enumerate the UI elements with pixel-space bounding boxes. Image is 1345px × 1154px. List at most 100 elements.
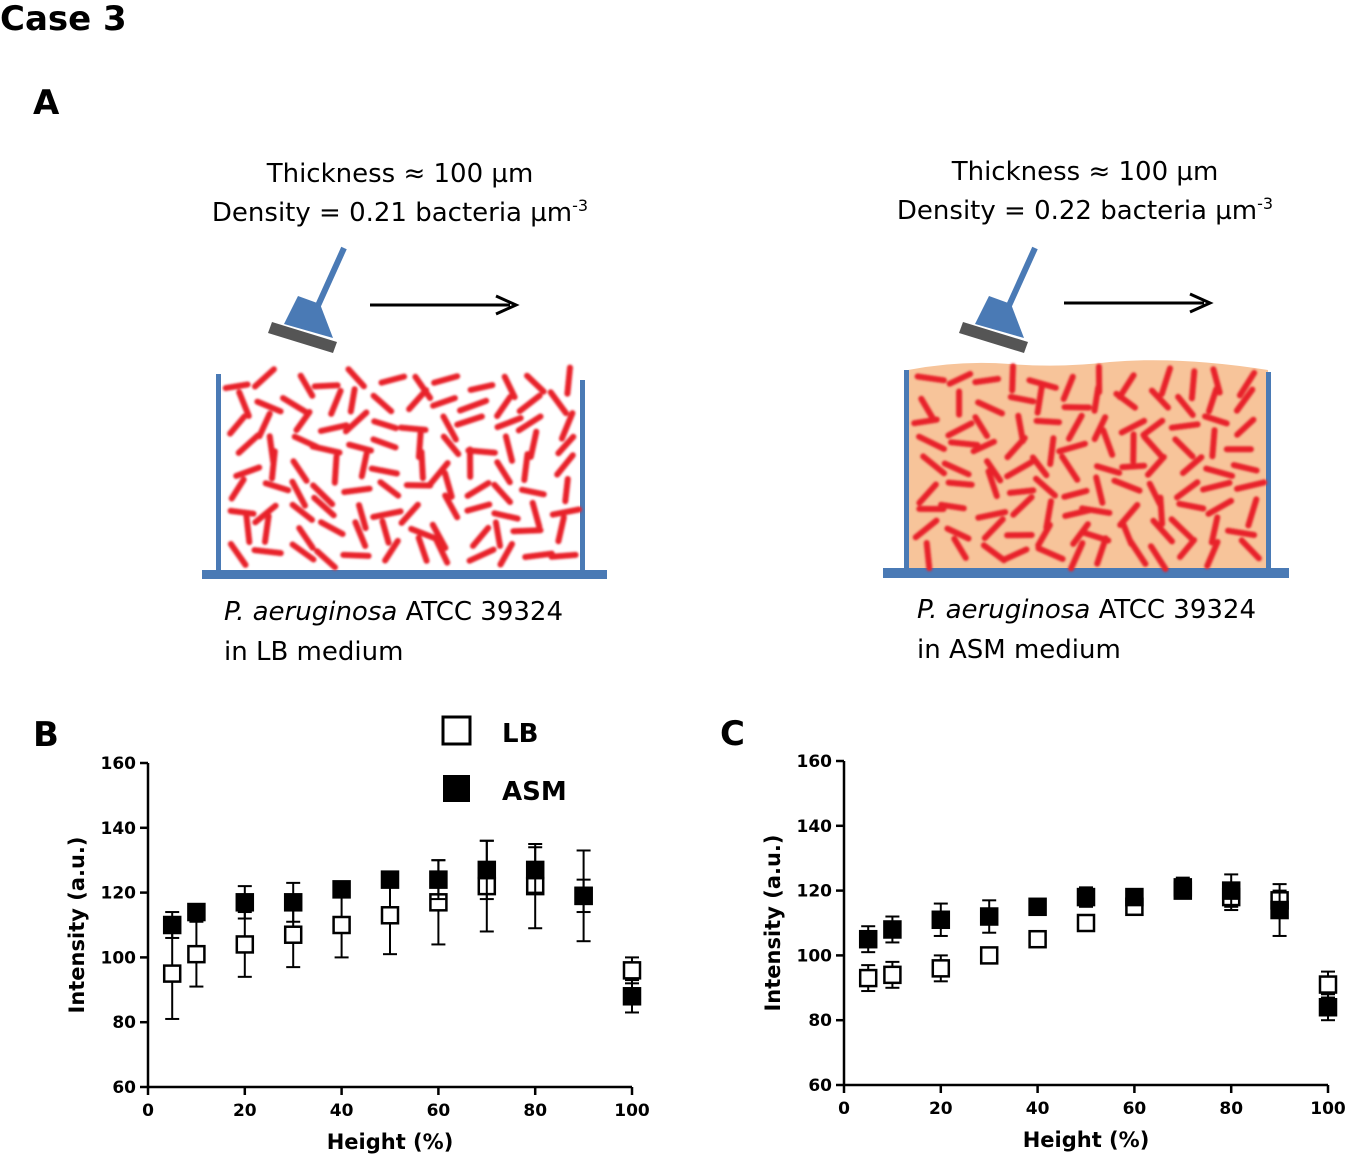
bacterium [1001,546,1030,563]
asm-density-text: Density = 0.22 bacteria µm [897,196,1257,226]
bacterium [1200,479,1233,493]
bacterium [310,482,336,508]
asm-point [883,920,902,939]
bacterium [1148,543,1169,572]
bacterium [314,548,338,571]
bacterium [252,366,277,390]
bacterium [1238,537,1262,562]
asm-point [235,893,255,912]
bacterium [345,366,367,390]
bacterium [289,501,315,523]
bacterium [377,479,402,499]
bacterium [972,375,1002,386]
asm-point [1318,997,1338,1017]
bacterium [256,410,273,440]
bacterium [1094,535,1109,567]
bacterium [1188,368,1198,402]
lb-density: Density = 0.21 bacteria µm-3 [212,196,588,228]
legend-asm-marker [443,775,470,802]
bacterium [1113,390,1138,411]
y-tick-label: 120 [797,882,833,902]
x-tick-label: 60 [427,1101,451,1121]
bacterium [227,541,249,568]
bacterium [1010,494,1035,518]
asm-point [1270,900,1289,920]
asm-wall-right [1266,372,1271,568]
lb-point [1318,975,1338,994]
bacterium [1140,417,1166,438]
bacterium [431,373,461,386]
lb-thickness: Thickness ≈ 100 µm [266,159,534,189]
bacterium [920,453,948,477]
x-tick-label: 0 [142,1101,154,1121]
bacterium [227,413,248,437]
bacterium [269,448,278,482]
y-tick-label: 80 [808,1011,832,1031]
bacterium [1225,527,1258,538]
bacterium [555,514,567,545]
bacterium [1118,417,1148,436]
schematic-asm: Thickness ≈ 100 µm Density = 0.22 bacter… [883,157,1289,665]
y-tick-label: 60 [112,1078,136,1098]
bacterium [1047,435,1057,467]
lb-point [332,915,351,935]
bacterium [1004,435,1028,461]
case-title: Case 3 [0,0,127,39]
bacterium [406,387,430,413]
bacterium [379,518,392,546]
bacterium [1157,494,1166,527]
scan-arrow [370,294,520,316]
bacterium [501,373,518,401]
bacterium [1029,454,1050,479]
bacterium [916,481,939,506]
bacterium [470,524,492,549]
bacterium [290,458,310,484]
bacterium [1009,363,1016,394]
bacterium [1033,417,1062,426]
bacterium [311,494,337,519]
bacterium [981,516,1006,542]
lb-strain: ATCC 39324 [397,597,563,627]
lb-point [162,964,182,983]
asm-point [574,886,593,906]
bacterium [972,414,990,439]
lb-species: P. aeruginosa [224,597,397,627]
bacterium [918,395,937,422]
bacterium [529,499,543,530]
bacterium [1061,487,1090,500]
bacterium [382,537,401,564]
asm-point [1076,887,1096,907]
bacterium [494,393,514,419]
y-tick-label: 60 [808,1076,832,1096]
x-tick-label: 60 [1123,1099,1147,1119]
bacterium [356,502,369,532]
probe-icon [959,246,1038,353]
bacterium [1209,427,1218,460]
bacterium [251,547,284,557]
lb-density-exponent: -3 [572,196,588,215]
x-tick-label: 100 [614,1101,650,1121]
x-tick-label: 80 [523,1101,547,1121]
bacterium [1056,440,1088,455]
bacterium [510,527,544,535]
bacterium [562,476,571,505]
x-tick-label: 40 [330,1101,354,1121]
bacterium [1175,393,1196,418]
bacterium [293,409,313,434]
y-axis-label: Intensity (a.u.) [761,834,785,1011]
bacterium [398,424,429,433]
bacterium [975,399,1005,417]
lb-point [1028,929,1047,949]
panel-a-label: A [33,83,60,123]
asm-point [477,860,497,880]
bacterium [418,449,426,482]
lb-caption-medium: in LB medium [224,637,403,667]
bacterium [467,382,496,393]
bacterium [491,510,521,522]
bacterium [1119,462,1148,471]
bacterium [228,476,247,502]
bacterium [527,428,540,460]
asm-point [187,902,206,922]
bacterium [938,501,967,512]
bacterium [1100,427,1116,458]
